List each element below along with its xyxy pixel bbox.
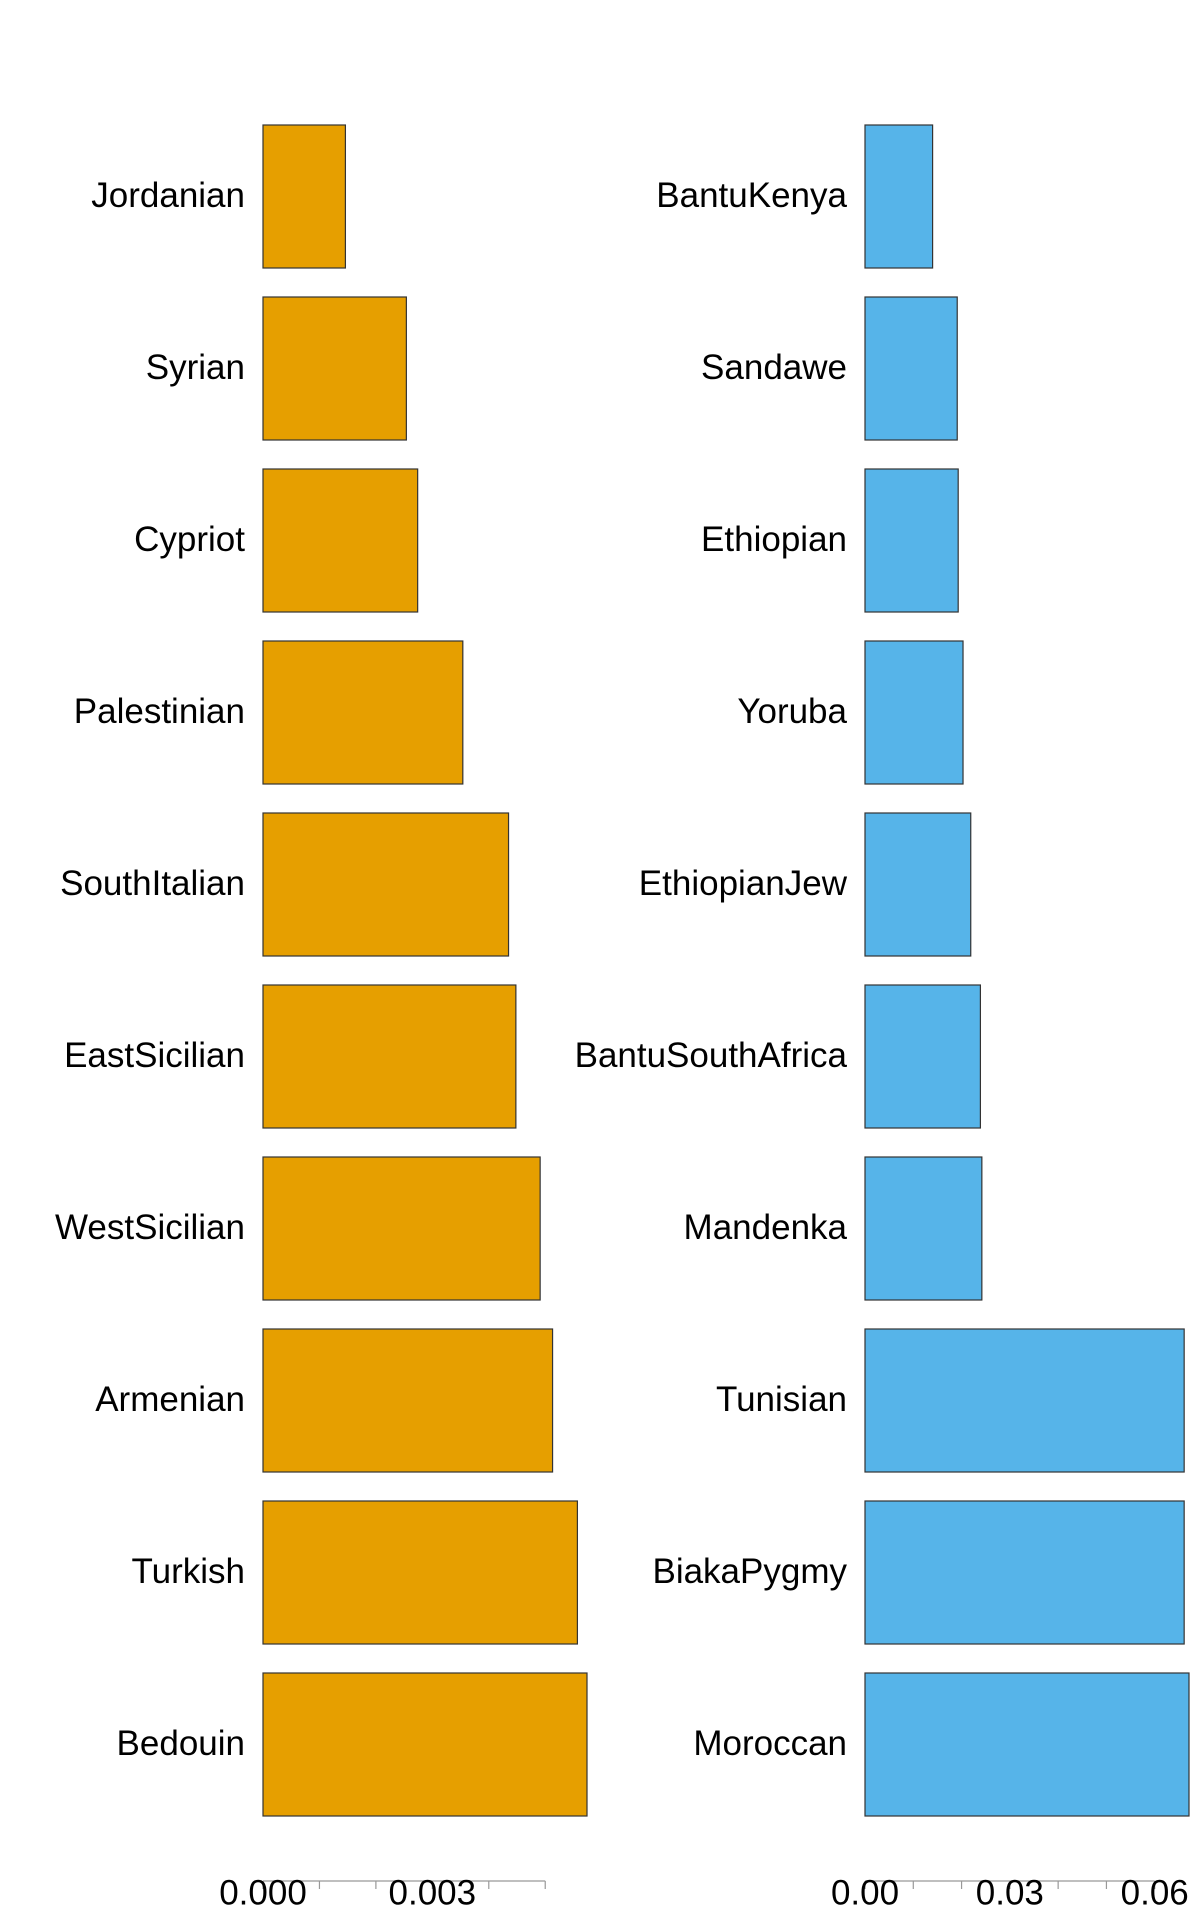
bar [864,812,972,957]
x-tick-label: 0.03 [976,1873,1044,1912]
bar [864,1328,1185,1473]
bar [864,1156,983,1301]
bar [262,296,407,441]
y-tick-label: BantuSouthAfrica [575,1036,848,1075]
y-tick-label: Cypriot [134,520,245,559]
y-tick-label: Jordanian [91,176,245,215]
bar [864,1672,1190,1817]
bar [262,1156,541,1301]
y-tick-label: WestSicilian [55,1208,245,1247]
y-tick-label: Mandenka [684,1208,848,1247]
bar [864,1500,1185,1645]
bar [262,1328,554,1473]
y-tick-label: EthiopianJew [639,864,848,903]
x-tick-label: 0.00 [831,1873,899,1912]
y-tick-label: Ethiopian [701,520,847,559]
bar [262,812,510,957]
y-tick-label: SouthItalian [60,864,245,903]
y-tick-label: Palestinian [74,692,245,731]
y-tick-label: EastSicilian [64,1036,245,1075]
bar [864,640,964,785]
y-tick-label: Tunisian [716,1380,847,1419]
y-tick-label: Sandawe [701,348,847,387]
y-tick-label: BiakaPygmy [652,1552,847,1591]
y-tick-label: BantuKenya [656,176,847,215]
y-tick-label: Moroccan [693,1724,847,1763]
y-tick-label: Syrian [146,348,245,387]
x-tick-label: 0.003 [389,1873,477,1912]
bar [864,124,934,269]
bar [262,1672,588,1817]
y-tick-label: Armenian [95,1380,245,1419]
bar [262,1500,579,1645]
bar [864,984,982,1129]
bar [262,468,419,613]
bar [864,296,958,441]
y-tick-label: Bedouin [117,1724,245,1763]
x-tick-label: 0.06 [1121,1873,1189,1912]
x-tick-label: 0.000 [219,1873,307,1912]
bar [262,640,464,785]
bar [262,124,347,269]
y-tick-label: Yoruba [737,692,847,731]
bar [262,984,517,1129]
y-tick-label: Turkish [132,1552,245,1591]
bar [864,468,959,613]
